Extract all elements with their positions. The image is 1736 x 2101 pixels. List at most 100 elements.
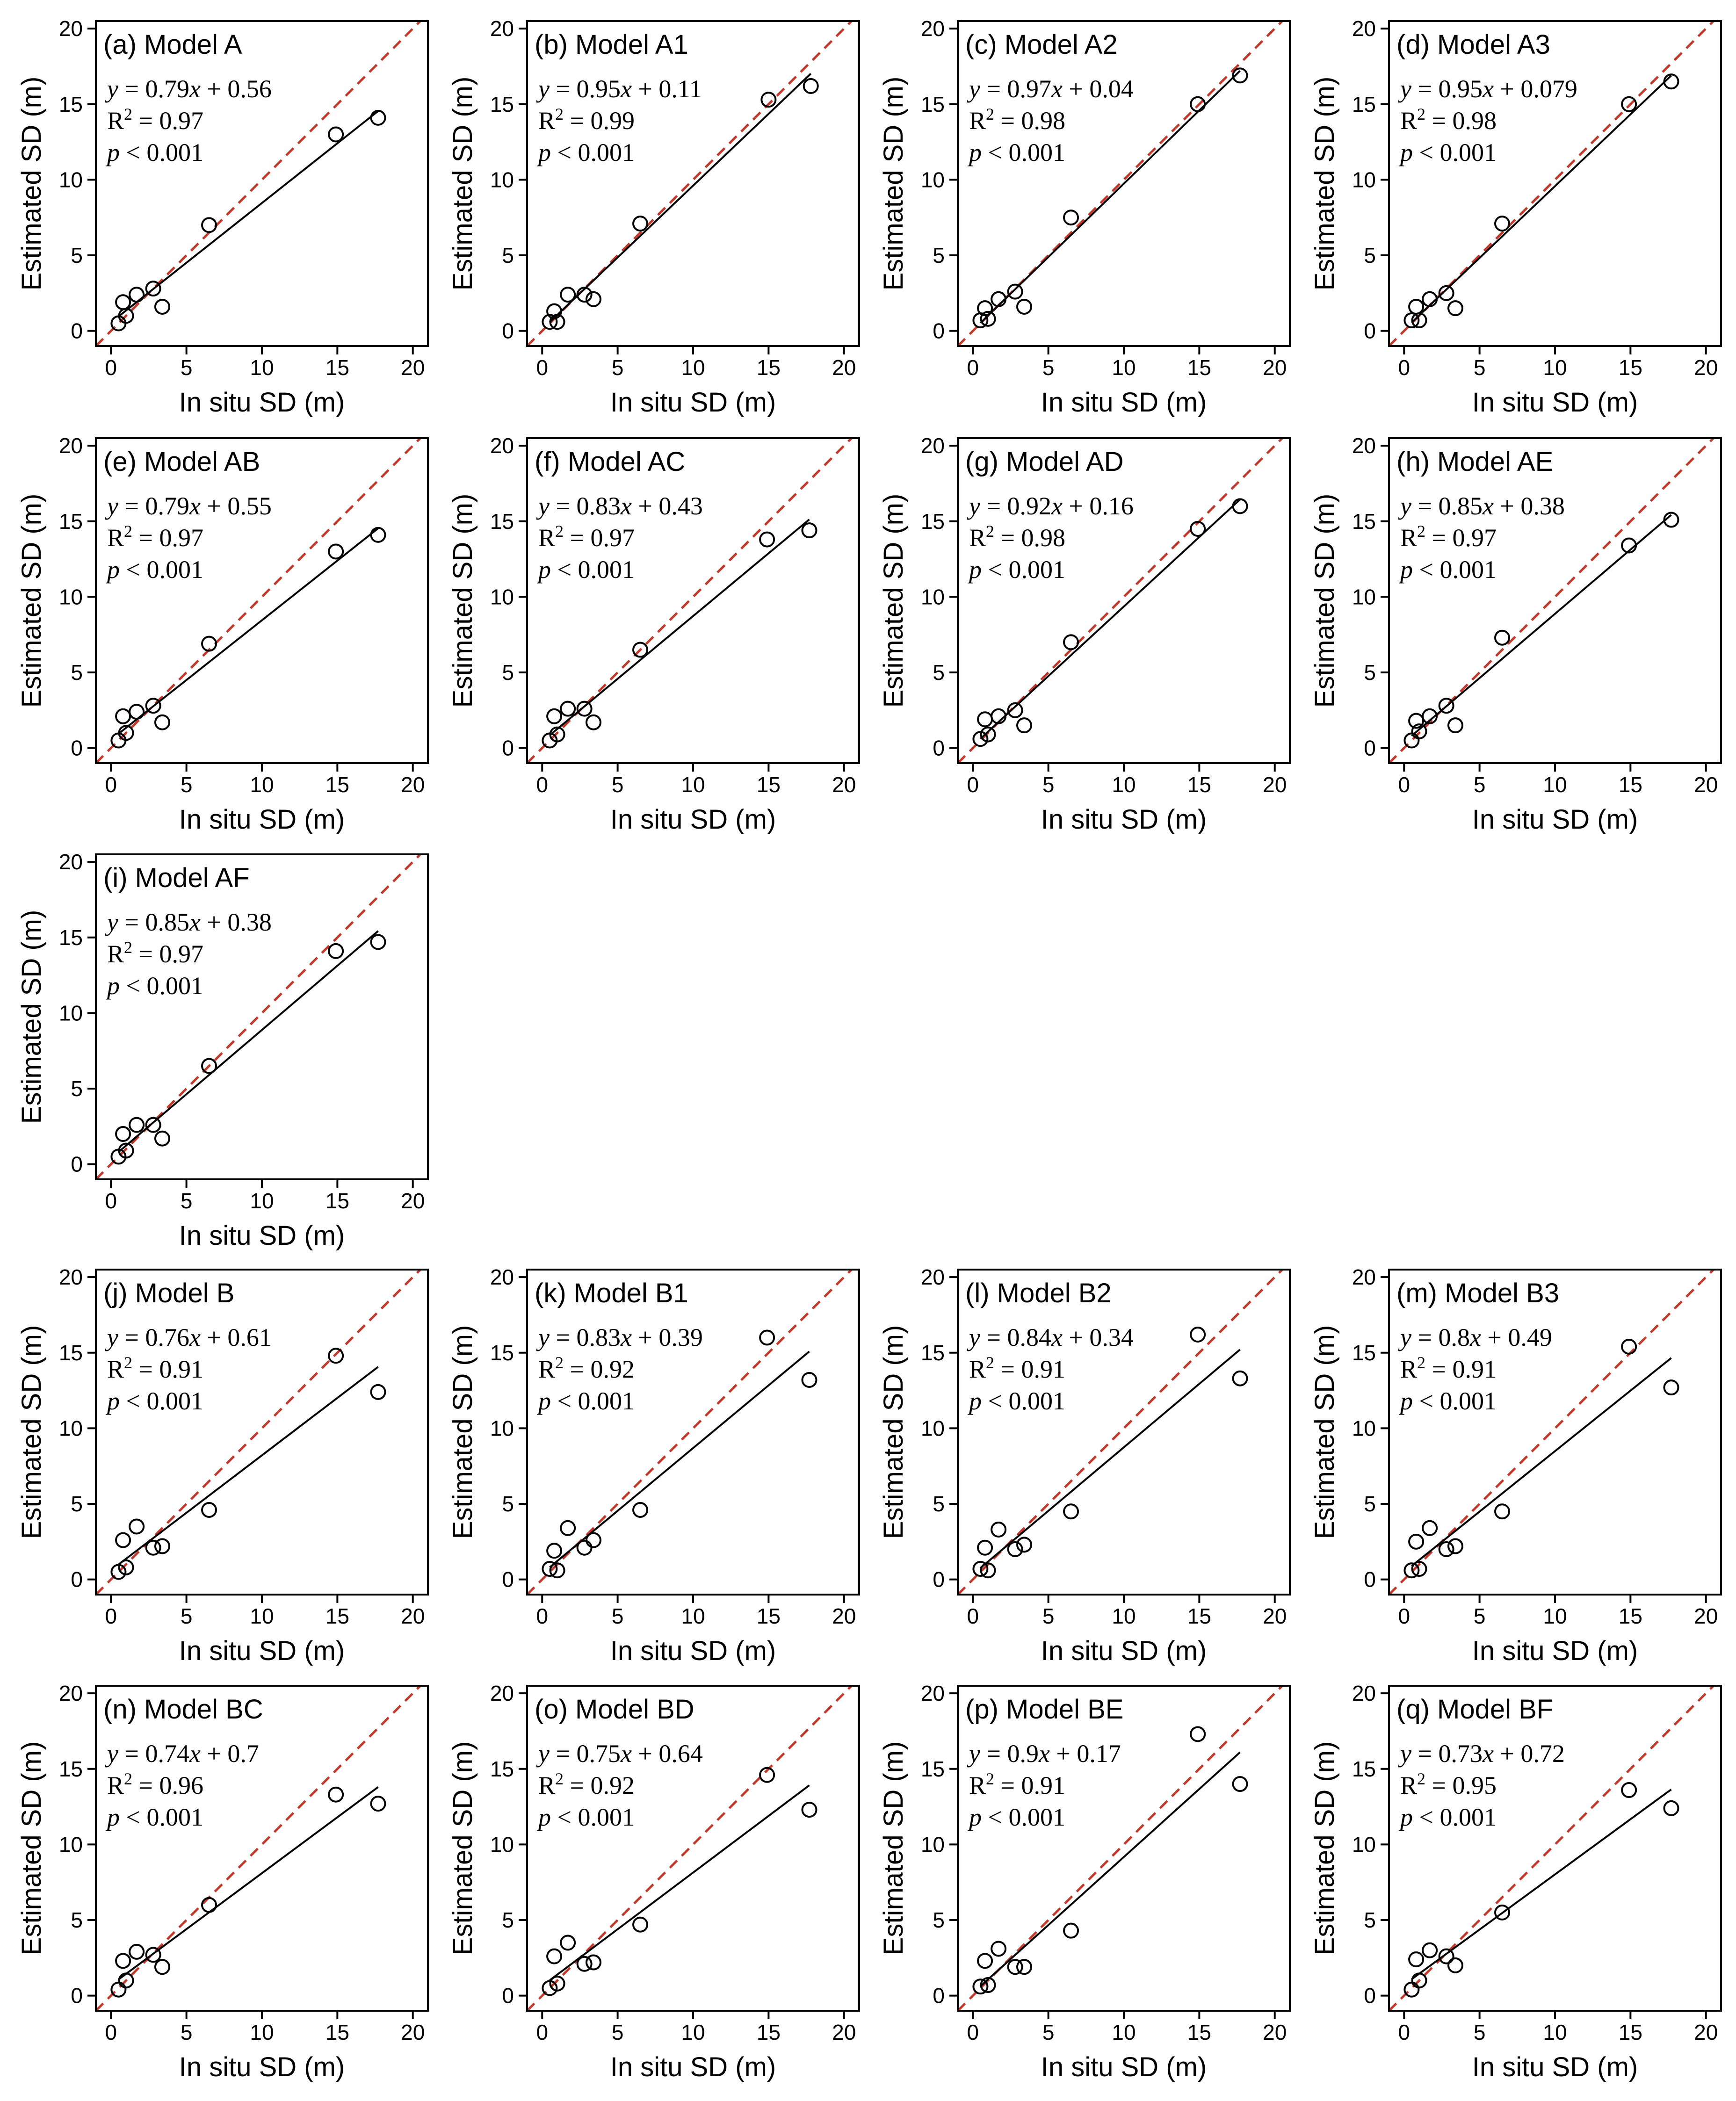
panel-f-xlabel: In situ SD (m) [610,804,776,835]
panel-j-point-7 [328,1348,344,1364]
panel-q-xtick-label-0: 0 [1398,2020,1410,2044]
panel-l-r2-label: R [969,1355,986,1383]
panel-l-equation-slope: 0.84 [1007,1323,1051,1351]
panel-l-point-2 [980,1562,996,1579]
panel-b-r2: R2 = 0.99 [538,105,635,135]
panel-c-point-5 [1016,298,1032,315]
panel-f-r2-value: = 0.97 [564,524,635,552]
panel-l-xtick-label-4: 20 [1263,1604,1287,1628]
panel-b-ytick-label-1: 5 [502,243,514,267]
panel-c-point-8 [1232,67,1248,84]
panel-a-ytick-label-4: 20 [59,16,83,41]
panel-g-point-6 [1063,634,1079,650]
panel-c-ytick-label-0: 0 [933,319,945,343]
panel-m-r2-value: = 0.91 [1425,1355,1497,1383]
panel-l-r2: R2 = 0.91 [969,1353,1065,1383]
panel-m-equation-slope: 0.8 [1438,1323,1470,1351]
panel-p-r2: R2 = 0.91 [969,1769,1065,1799]
panel-c-r2-label: R [969,107,986,135]
panel-e-xlabel: In situ SD (m) [179,804,345,835]
panel-n-pvalue: p < 0.001 [105,1803,203,1831]
panel-q-fit-line [1411,1789,1672,1980]
panel-i-pvalue: p < 0.001 [105,972,203,1000]
panel-j-equation-x: x [189,1323,201,1351]
panel-d-ytick-label-2: 10 [1352,167,1376,192]
panel-d-equation: y = 0.95x + 0.079 [1398,75,1577,103]
panel-e-ytick-label-4: 20 [59,433,83,458]
panel-d-equation-eq: = [1411,75,1438,103]
panel-o-ytick-label-0: 0 [502,1984,514,2008]
panel-a-xtick-label-0: 0 [105,355,117,380]
panel-e-title: (e) Model AB [103,447,260,477]
panel-b-equation-intercept: + 0.11 [632,75,702,103]
panel-l-point-0 [972,1561,989,1577]
panel-h-point-4 [1438,698,1454,714]
panel-b-xtick-label-3: 15 [757,355,781,380]
panel-e-point-4 [145,698,161,714]
panel-a-point-8 [370,109,386,126]
panel-m-point-2 [1411,1561,1427,1577]
panel-j-equation-lhs: y [105,1323,118,1351]
panel-i-r2: R2 = 0.97 [107,938,203,968]
panel-b-equation-lhs: y [536,75,550,103]
panel-e-r2: R2 = 0.97 [107,522,203,552]
panel-e: 0 5 10 15 20 0 5 10 15 20 In situ SD (m) Estimated … [16,433,429,835]
panel-b-equation-x: x [620,75,632,103]
panel-g-point-4 [1007,702,1023,718]
panel-f-r2-label: R [538,524,555,552]
panel-g-equation-intercept: + 0.16 [1063,492,1134,520]
panel-a-xtick-label-2: 10 [250,355,274,380]
panel-k-identity-line [527,1270,854,1595]
panel-h-xtick-label-3: 15 [1619,773,1642,797]
panel-p-point-4 [1007,1959,1023,1975]
panel-p-title: (p) Model BE [965,1694,1123,1725]
panel-q-pvalue: p < 0.001 [1398,1803,1497,1831]
panel-l-r2-value: = 0.91 [994,1355,1065,1383]
panel-n-point-0 [110,1981,127,1998]
panel-f-equation-x: x [620,492,632,520]
panel-l-identity-line [958,1270,1284,1595]
panel-m-point-5 [1447,1538,1463,1554]
panel-e-equation-x: x [189,492,201,520]
panel-k-xtick-label-1: 5 [612,1604,624,1628]
panel-m-title: (m) Model B3 [1396,1278,1559,1308]
panel-q-ytick-label-1: 5 [1364,1908,1376,1932]
panel-b-xtick-label-0: 0 [536,355,548,380]
panel-i-pvalue-value: < 0.001 [120,972,203,1000]
panel-m-equation-eq: = [1411,1323,1438,1351]
panel-c-identity-line [958,21,1284,346]
panel-l-point-6 [1063,1503,1079,1520]
panel-k-xtick-label-2: 10 [681,1604,705,1628]
panel-g-r2: R2 = 0.98 [969,522,1065,552]
panel-e-xtick-label-1: 5 [181,773,193,797]
panel-a-pvalue: p < 0.001 [105,138,203,166]
panel-f-title: (f) Model AC [535,447,685,477]
panel-g-point-3 [991,708,1007,724]
panel-f-xtick-label-2: 10 [681,773,705,797]
panel-d-r2: R2 = 0.98 [1400,105,1497,135]
panel-h-r2-exponent: 2 [1417,522,1425,541]
panel-f-xtick-label-1: 5 [612,773,624,797]
panel-h-point-6 [1494,629,1511,646]
panel-b-ytick-label-4: 20 [490,16,514,41]
panel-p-r2-exponent: 2 [986,1769,994,1788]
panel-i-r2-value: = 0.97 [132,940,203,968]
panel-b-title: (b) Model A1 [535,29,688,60]
panel-k-pvalue-label: p [536,1387,551,1415]
panel-g-ylabel: Estimated SD (m) [878,494,909,708]
panel-q-ylabel: Estimated SD (m) [1309,1741,1340,1956]
panel-d-r2-label: R [1400,107,1417,135]
panel-k-point-1 [546,1543,563,1559]
panel-j-ylabel: Estimated SD (m) [16,1325,47,1539]
panel-h-ylabel: Estimated SD (m) [1309,494,1340,708]
panel-a: 0 5 10 15 20 0 5 10 15 20 In situ SD (m) Estimated … [16,16,429,418]
panel-i-point-8 [370,934,386,950]
panel-f-pvalue-label: p [536,556,551,584]
panel-h-point-3 [1422,708,1438,724]
panel-e-point-5 [154,714,170,730]
panel-h-xtick-label-0: 0 [1398,773,1410,797]
panel-b-fit-line [549,73,812,323]
panel-j-point-5 [154,1538,170,1554]
panel-o-xlabel: In situ SD (m) [610,2052,776,2082]
panel-b-point-3 [560,287,576,303]
